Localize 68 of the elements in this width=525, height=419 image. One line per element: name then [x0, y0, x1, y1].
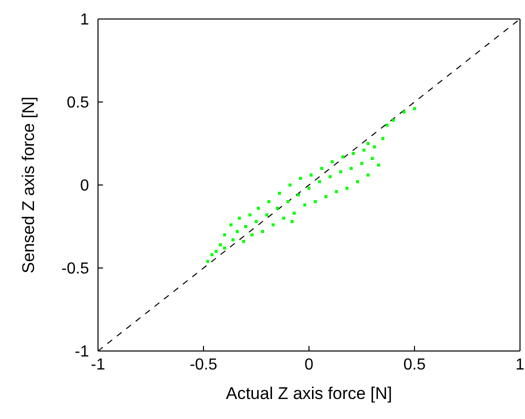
point — [328, 175, 332, 178]
point — [288, 184, 292, 186]
point — [318, 180, 322, 184]
point — [330, 160, 334, 164]
point — [250, 233, 254, 236]
point — [362, 148, 366, 152]
point — [223, 246, 226, 250]
point — [386, 124, 389, 127]
point — [350, 166, 353, 170]
y-tick-label: 1 — [80, 12, 90, 29]
point — [254, 220, 258, 224]
point — [238, 216, 241, 220]
point — [303, 203, 306, 206]
point — [214, 250, 218, 253]
point — [242, 240, 246, 243]
x-tick-label: 0 — [304, 356, 314, 374]
point — [299, 176, 302, 180]
point — [314, 200, 317, 204]
point — [267, 200, 270, 204]
point — [256, 206, 260, 210]
point — [276, 206, 279, 210]
y-tick-label: 0.5 — [66, 94, 90, 112]
point — [223, 233, 226, 236]
point — [290, 220, 294, 224]
point — [218, 243, 222, 246]
point — [377, 164, 380, 167]
x-tick-label: -0.5 — [190, 356, 218, 374]
point — [366, 174, 370, 177]
point — [206, 260, 210, 263]
y-tick-label: -0.5 — [61, 260, 90, 278]
point — [236, 230, 239, 233]
point — [402, 110, 406, 114]
point — [229, 223, 232, 226]
point — [282, 216, 286, 220]
point — [413, 107, 416, 110]
point — [320, 166, 324, 170]
point — [244, 225, 248, 228]
point — [334, 190, 338, 194]
point — [366, 142, 370, 145]
x-tick-label: 0.5 — [403, 356, 426, 374]
point — [261, 230, 264, 233]
point — [248, 213, 252, 216]
point — [310, 174, 313, 177]
point — [278, 192, 281, 195]
point — [324, 195, 328, 198]
point — [296, 193, 300, 196]
point — [292, 212, 296, 215]
point — [345, 186, 348, 190]
x-axis-title: Actual Z axis force [N] — [226, 384, 392, 403]
point — [272, 223, 275, 226]
y-axis-title: Sensed Z axis force [N] — [19, 96, 38, 274]
point — [210, 253, 214, 256]
point — [381, 137, 384, 140]
point — [352, 152, 355, 155]
point — [265, 213, 268, 216]
point — [372, 145, 376, 148]
x-tick-label: 1 — [516, 356, 525, 374]
point — [360, 162, 364, 165]
y-tick-label: -1 — [74, 344, 90, 361]
point — [308, 186, 310, 190]
y-tick-label: 0 — [80, 178, 90, 195]
point — [356, 180, 360, 184]
point — [341, 155, 344, 158]
point — [392, 118, 395, 122]
point — [339, 170, 342, 174]
point — [370, 156, 374, 160]
point — [232, 238, 235, 242]
point — [286, 200, 290, 204]
